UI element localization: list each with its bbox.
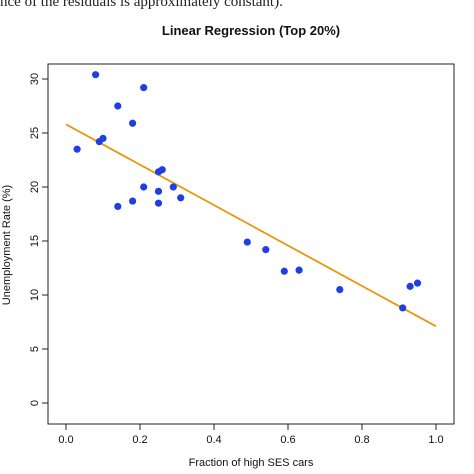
- data-point: [140, 183, 148, 191]
- x-tick-label: 0.8: [354, 434, 369, 446]
- data-point: [140, 84, 148, 92]
- data-point: [336, 286, 344, 294]
- y-axis-label: Unemployment Rate (%): [1, 185, 13, 305]
- data-point: [154, 187, 163, 195]
- x-tick-label: 0.0: [58, 434, 73, 446]
- y-axis: 0 5 10 15 20 25 30: [29, 73, 48, 406]
- data-point: [129, 197, 137, 205]
- x-axis-label: Fraction of high SES cars: [189, 457, 314, 469]
- data-point: [92, 71, 100, 79]
- data-point: [413, 279, 422, 287]
- data-point: [177, 194, 185, 202]
- data-point: [295, 266, 303, 274]
- regression-line: [65, 123, 437, 328]
- data-point: [399, 304, 407, 312]
- points-layer: [73, 71, 422, 312]
- y-tick-label: 0: [29, 400, 41, 406]
- y-tick-label: 10: [29, 289, 41, 301]
- data-point: [114, 102, 122, 110]
- data-point: [158, 166, 166, 174]
- plot-frame: [47, 63, 455, 425]
- data-point: [114, 202, 122, 211]
- x-axis: 0.0 0.2 0.4 0.6 0.8 1.0: [58, 424, 444, 446]
- chart-title: Linear Regression (Top 20%): [162, 23, 340, 38]
- caption-fragment: nce of the residuals is approximately co…: [0, 0, 283, 10]
- data-point: [406, 282, 414, 290]
- data-point: [243, 238, 251, 246]
- data-point: [99, 134, 107, 142]
- y-tick-label: 5: [29, 346, 41, 352]
- y-tick-label: 25: [29, 127, 41, 139]
- data-point: [129, 119, 137, 127]
- y-tick-label: 15: [29, 235, 41, 247]
- data-point: [154, 199, 163, 207]
- y-tick-label: 20: [29, 181, 41, 193]
- data-point: [280, 267, 288, 275]
- x-tick-label: 0.4: [206, 434, 221, 446]
- x-tick-label: 0.6: [280, 434, 295, 446]
- y-tick-label: 30: [29, 73, 41, 85]
- x-tick-label: 1.0: [428, 434, 443, 446]
- data-point: [73, 145, 81, 153]
- regression-line-layer: [65, 123, 437, 328]
- data-point: [262, 246, 270, 254]
- x-tick-label: 0.2: [132, 434, 147, 446]
- data-point: [169, 183, 177, 191]
